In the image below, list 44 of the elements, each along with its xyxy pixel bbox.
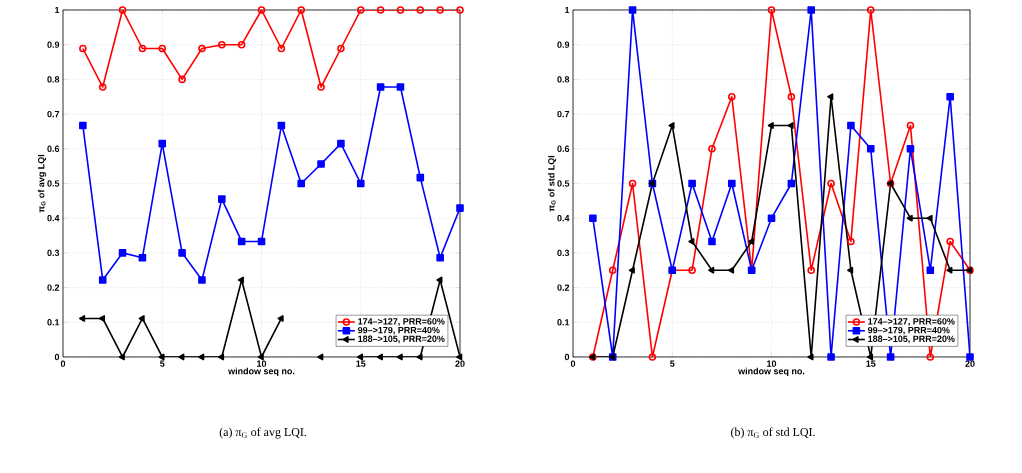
x-tick-label: 20 [965,360,975,367]
x-tick-label: 0 [570,360,576,367]
y-tick-label: 0.4 [47,215,60,222]
x-tick-label: 15 [866,360,876,367]
x-tick-label: 20 [455,360,465,367]
y-tick-label: 0.1 [47,319,60,326]
y-tick-label: 0.8 [557,76,570,83]
y-tick-label: 0.3 [47,249,60,257]
x-tick-label: 10 [257,360,267,367]
y-tick-label: 1 [565,6,570,14]
y-tick-label: 0 [54,353,60,361]
y-axis-title: π$_{G}$ of std LQI [547,155,557,212]
y-tick-label: 0.5 [557,180,570,187]
legend-label: 99–>179, PRR=40% [357,326,440,335]
x-tick-label: 5 [670,360,675,367]
y-tick-label: 0.6 [557,145,570,152]
text: (b) π$_{G}$ of std LQI. [731,427,815,439]
legend-label: 188–>105, PRR=20% [868,335,955,344]
legend-label: 99–>179, PRR=40% [867,326,950,335]
y-tick-label: 0.9 [47,41,60,48]
y-axis-title: π$_{G}$ of avg LQI [37,154,47,213]
x-axis-title: window seq no. [228,367,295,377]
text: (a) π$_{G}$ of avg LQI. [219,427,307,439]
y-tick-label: 0 [564,353,570,361]
y-tick-label: 0.7 [557,110,570,118]
y-tick-label: 0.3 [557,249,570,257]
y-tick-label: 0.7 [47,110,60,118]
y-tick-label: 1 [55,6,60,14]
y-tick-label: 0.1 [557,319,570,326]
y-tick-label: 0.6 [47,145,60,152]
legend-label: 174–>127, PRR=60% [868,318,955,326]
x-axis-title: window seq no. [738,367,805,377]
x-tick-label: 0 [60,360,66,367]
y-tick-label: 0.9 [557,41,570,48]
legend-label: 174–>127, PRR=60% [358,318,445,326]
y-tick-label: 0.4 [557,215,570,222]
y-tick-label: 0.8 [47,76,60,83]
y-tick-label: 0.2 [557,284,570,291]
legend-label: 188–>105, PRR=20% [358,335,445,344]
x-tick-label: 15 [356,360,366,367]
y-tick-label: 0.2 [47,284,60,291]
y-tick-label: 0.5 [47,180,60,187]
x-tick-label: 5 [160,360,165,367]
x-tick-label: 10 [767,360,777,367]
